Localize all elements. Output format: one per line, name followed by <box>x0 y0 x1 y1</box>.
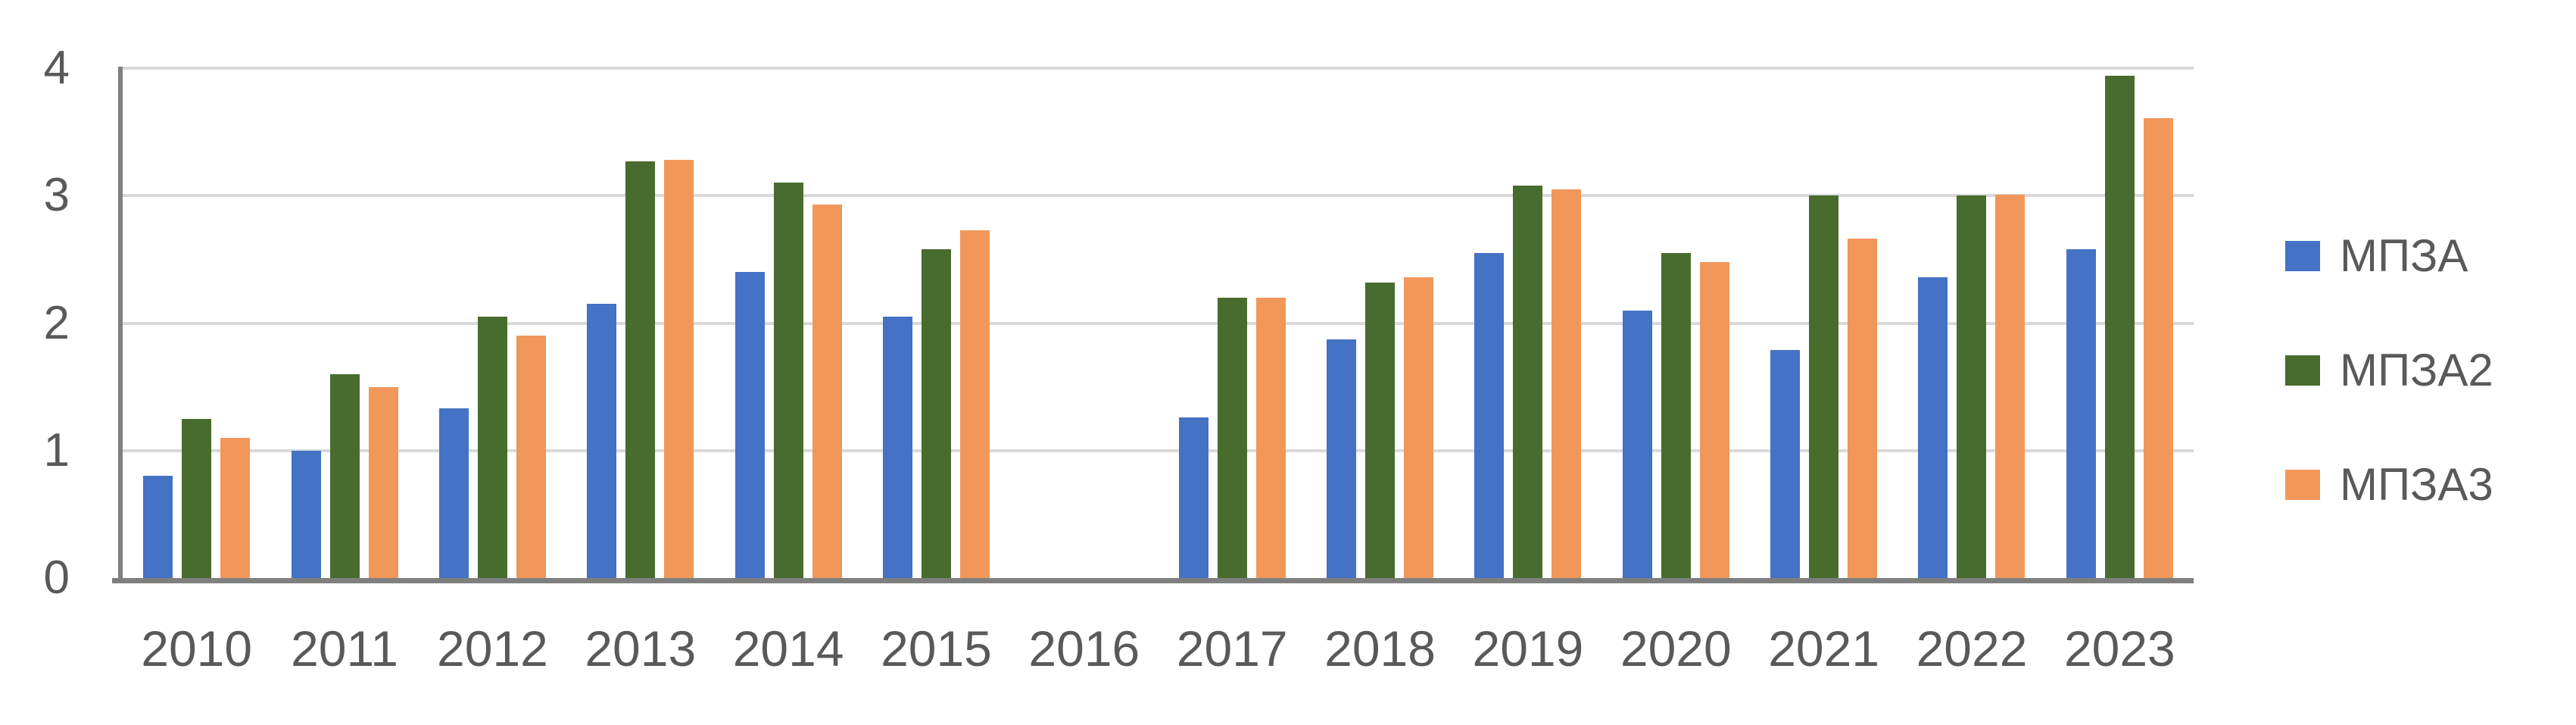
bar-МПЗА-2013[interactable] <box>587 304 617 578</box>
bar-МПЗА2-2011[interactable] <box>329 373 360 578</box>
bar-group-2021 <box>1750 68 1898 578</box>
bar-group-2022 <box>1898 68 2045 578</box>
bar-МПЗА2-2018[interactable] <box>1365 282 1396 578</box>
x-tick-label-2022: 2022 <box>1916 620 2028 677</box>
bar-МПЗА-2014[interactable] <box>734 272 765 578</box>
bar-МПЗА2-2010[interactable] <box>182 418 212 578</box>
legend-label: МПЗА <box>2340 230 2468 281</box>
bar-group-2015 <box>862 68 1010 578</box>
bar-group-2020 <box>1602 68 1750 578</box>
x-tick-label-2019: 2019 <box>1472 620 1584 677</box>
bar-МПЗА2-2017[interactable] <box>1217 297 1247 578</box>
bar-МПЗА-2010[interactable] <box>143 476 173 578</box>
bar-МПЗА-2019[interactable] <box>1474 252 1505 578</box>
bar-group-2014 <box>714 68 862 578</box>
x-tick-label-2017: 2017 <box>1176 620 1288 677</box>
gridline-3 <box>123 194 2194 198</box>
bar-МПЗА3-2018[interactable] <box>1404 277 1434 578</box>
bar-МПЗА-2012[interactable] <box>438 408 469 578</box>
bar-group-2019 <box>1454 68 1601 578</box>
bar-group-2011 <box>270 68 418 578</box>
y-tick-label-0: 0 <box>43 552 70 604</box>
bar-group-2013 <box>566 68 714 578</box>
bar-МПЗА2-2023[interactable] <box>2104 76 2135 578</box>
bar-МПЗА2-2020[interactable] <box>1661 252 1691 578</box>
bar-group-2023 <box>2046 68 2194 578</box>
bar-МПЗА3-2011[interactable] <box>368 386 398 578</box>
bar-МПЗА3-2014[interactable] <box>812 205 842 578</box>
bar-group-2012 <box>419 68 566 578</box>
bar-group-2016 <box>1010 68 1158 578</box>
bar-МПЗА2-2019[interactable] <box>1513 185 1543 578</box>
bar-МПЗА2-2014[interactable] <box>773 183 803 578</box>
bar-МПЗА3-2022[interactable] <box>1995 194 2026 578</box>
bar-МПЗА-2017[interactable] <box>1178 417 1208 578</box>
y-tick-label-1: 1 <box>43 423 70 477</box>
x-tick-label-2023: 2023 <box>2063 620 2175 677</box>
bar-МПЗА3-2020[interactable] <box>1699 261 1729 578</box>
bar-МПЗА-2022[interactable] <box>1918 277 1948 578</box>
legend-label: МПЗА3 <box>2340 459 2493 510</box>
x-tick-label-2021: 2021 <box>1768 620 1880 677</box>
bar-group-2018 <box>1306 68 1454 578</box>
bar-МПЗА3-2010[interactable] <box>220 437 251 578</box>
legend-item-МПЗА3[interactable]: МПЗА3 <box>2285 458 2493 511</box>
x-tick-label-2020: 2020 <box>1620 620 1732 677</box>
bar-МПЗА-2015[interactable] <box>882 317 912 578</box>
bar-МПЗА2-2015[interactable] <box>921 248 951 578</box>
x-tick-label-2016: 2016 <box>1028 620 1140 677</box>
bar-МПЗА3-2017[interactable] <box>1255 297 1286 578</box>
legend-item-МПЗА[interactable]: МПЗА <box>2285 230 2493 282</box>
x-tick-label-2010: 2010 <box>141 620 253 677</box>
bar-МПЗА3-2013[interactable] <box>664 160 694 578</box>
x-tick-label-2014: 2014 <box>732 620 844 677</box>
bar-МПЗА-2011[interactable] <box>291 450 321 578</box>
x-axis-line <box>112 578 2194 583</box>
bar-groups <box>123 68 2194 578</box>
legend-swatch-icon <box>2285 355 2320 386</box>
x-tick-label-2013: 2013 <box>585 620 697 677</box>
bar-МПЗА-2021[interactable] <box>1770 349 1801 578</box>
bar-МПЗА3-2019[interactable] <box>1552 189 1582 578</box>
y-tick-label-3: 3 <box>43 169 70 222</box>
bar-МПЗА3-2012[interactable] <box>516 336 546 578</box>
y-axis-line <box>118 67 123 580</box>
bar-МПЗА3-2021[interactable] <box>1848 239 1878 578</box>
gridline-1 <box>123 448 2194 452</box>
x-tick-label-2018: 2018 <box>1324 620 1436 677</box>
gridline-4 <box>123 67 2194 70</box>
bar-МПЗА-2023[interactable] <box>2066 248 2096 578</box>
bar-МПЗА2-2021[interactable] <box>1809 195 1839 578</box>
x-tick-label-2012: 2012 <box>436 620 548 677</box>
x-tick-label-2011: 2011 <box>291 620 398 677</box>
bar-group-2010 <box>123 68 270 578</box>
bar-МПЗА3-2015[interactable] <box>959 230 990 578</box>
legend-label: МПЗА2 <box>2340 345 2493 395</box>
bar-МПЗА2-2013[interactable] <box>625 161 656 578</box>
plot-area <box>112 67 2194 583</box>
y-tick-label-2: 2 <box>43 296 70 349</box>
y-tick-label-4: 4 <box>43 42 70 94</box>
bar-МПЗА-2020[interactable] <box>1622 310 1652 578</box>
legend-swatch-icon <box>2285 240 2320 271</box>
chart-legend: МПЗА МПЗА2 МПЗА3 <box>2285 230 2493 511</box>
bar-МПЗА2-2012[interactable] <box>477 317 507 578</box>
x-axis-tick-labels: 2010 2011 2012 2013 2014 2015 2016 2017 2018 2019… <box>123 620 2194 677</box>
bar-МПЗА2-2022[interactable] <box>1957 195 1987 578</box>
legend-item-МПЗА2[interactable]: МПЗА2 <box>2285 344 2493 396</box>
bar-МПЗА-2018[interactable] <box>1327 339 1357 578</box>
legend-swatch-icon <box>2285 469 2320 500</box>
bar-МПЗА3-2023[interactable] <box>2143 117 2173 578</box>
gridline-2 <box>123 321 2194 325</box>
bar-group-2017 <box>1159 68 1306 578</box>
x-tick-label-2015: 2015 <box>881 620 992 677</box>
